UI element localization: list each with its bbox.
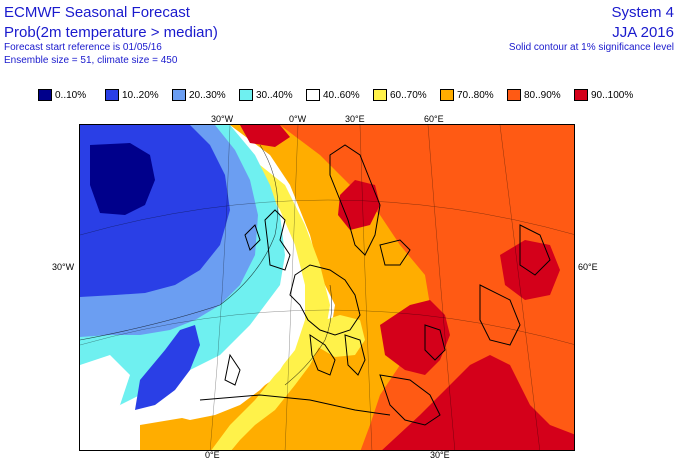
legend: 0..10% 10..20% 20..30% 30..40% 40..60% 6… xyxy=(38,88,641,102)
significance-note: Solid contour at 1% significance level xyxy=(508,42,674,53)
legend-item: 70..80% xyxy=(440,88,507,102)
coastlines xyxy=(199,144,551,426)
legend-label: 0..10% xyxy=(55,89,87,101)
lon-label-top: 30°E xyxy=(345,114,365,124)
legend-label: 30..40% xyxy=(256,89,293,101)
period-label: JJA 2016 xyxy=(612,24,674,41)
legend-swatch xyxy=(507,89,521,101)
legend-swatch xyxy=(239,89,253,101)
legend-label: 20..30% xyxy=(189,89,226,101)
legend-swatch xyxy=(172,89,186,101)
legend-label: 90..100% xyxy=(591,89,634,101)
legend-item: 0..10% xyxy=(38,88,105,102)
forecast-reference: Forecast start reference is 01/05/16 xyxy=(4,42,162,53)
lon-label-right: 60°E xyxy=(578,262,598,272)
subtitle: Prob(2m temperature > median) xyxy=(4,24,218,41)
legend-swatch xyxy=(306,89,320,101)
legend-swatch xyxy=(105,89,119,101)
legend-label: 80..90% xyxy=(524,89,561,101)
neutral-region xyxy=(80,355,130,430)
legend-label: 10..20% xyxy=(122,89,159,101)
legend-item: 40..60% xyxy=(306,88,373,102)
legend-swatch xyxy=(38,89,52,101)
legend-item: 20..30% xyxy=(172,88,239,102)
legend-label: 70..80% xyxy=(457,89,494,101)
very-hot-region xyxy=(240,125,290,147)
very-cold-region xyxy=(90,143,155,215)
lon-label-bottom: 0°E xyxy=(205,450,220,460)
lon-label-left: 30°W xyxy=(52,262,75,272)
very-hot-region xyxy=(382,355,574,450)
legend-swatch xyxy=(574,89,588,101)
legend-item: 80..90% xyxy=(507,88,574,102)
map-canvas xyxy=(80,125,574,450)
legend-item: 60..70% xyxy=(373,88,440,102)
lon-label-top: 30°W xyxy=(211,114,234,124)
very-hot-region xyxy=(380,300,450,375)
legend-swatch xyxy=(373,89,387,101)
legend-swatch xyxy=(440,89,454,101)
ensemble-info: Ensemble size = 51, climate size = 450 xyxy=(4,55,178,66)
system-label: System 4 xyxy=(611,4,674,21)
legend-item: 30..40% xyxy=(239,88,306,102)
significance-contour xyxy=(80,144,332,386)
legend-label: 60..70% xyxy=(390,89,427,101)
probability-map xyxy=(79,124,575,451)
moderate-warm-region xyxy=(310,315,365,357)
moderate-warm-region xyxy=(211,165,330,450)
lon-label-top: 60°E xyxy=(424,114,444,124)
legend-label: 40..60% xyxy=(323,89,360,101)
legend-item: 10..20% xyxy=(105,88,172,102)
lon-label-top: 0°W xyxy=(289,114,307,124)
title: ECMWF Seasonal Forecast xyxy=(4,4,190,21)
lon-label-bottom: 30°E xyxy=(430,450,450,460)
cold-region xyxy=(135,325,200,410)
very-hot-region xyxy=(500,240,560,300)
legend-item: 90..100% xyxy=(574,88,641,102)
very-hot-region xyxy=(338,180,380,230)
